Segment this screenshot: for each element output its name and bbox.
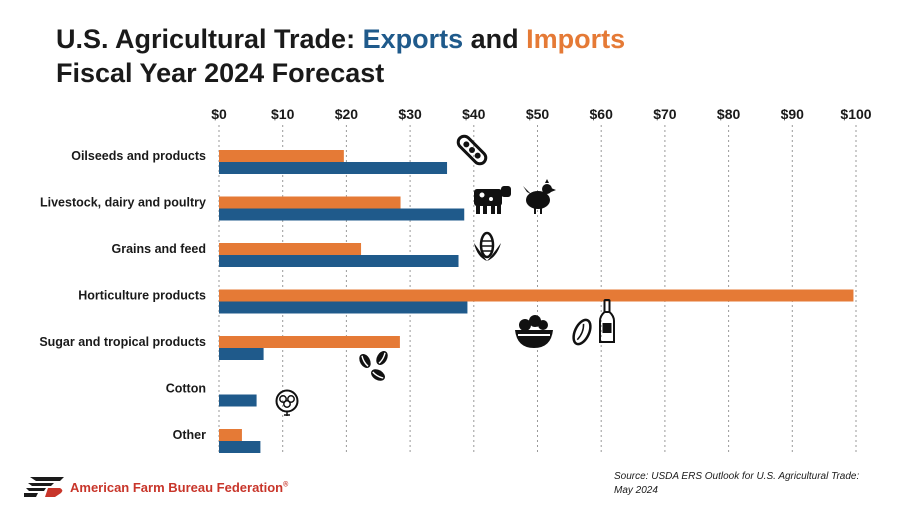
title-exports-word: Exports: [362, 24, 464, 54]
imports-bar: [219, 196, 401, 209]
category-label: Cotton: [166, 382, 206, 396]
chart-subtitle: Fiscal Year 2024 Forecast: [56, 58, 385, 88]
source-line-1: Source: USDA ERS Outlook for U.S. Agricu…: [614, 471, 860, 482]
org-logo: American Farm Bureau Federation®: [24, 477, 288, 497]
corn-icon: [474, 231, 501, 261]
category-label: Oilseeds and products: [71, 149, 206, 163]
x-tick-label: $80: [717, 106, 741, 122]
x-tick-label: $90: [781, 106, 805, 122]
category-label: Sugar and tropical products: [39, 335, 206, 349]
coffee-beans-icon: [359, 351, 388, 381]
org-name: American Farm Bureau Federation®: [70, 480, 288, 495]
bars: [219, 150, 854, 453]
x-tick-label: $40: [462, 106, 486, 122]
x-tick-label: $0: [211, 106, 227, 122]
x-tick-label: $30: [398, 106, 422, 122]
x-tick-label: $100: [840, 106, 871, 122]
exports-bar: [219, 208, 465, 221]
category-labels: Oilseeds and products Livestock, dairy an…: [39, 149, 206, 442]
almond-icon: [572, 318, 592, 346]
exports-bar: [219, 394, 257, 407]
org-name-text: American Farm Bureau Federation: [70, 479, 284, 495]
chicken-icon: [523, 179, 556, 214]
chart-title-block: U.S. Agricultural Trade: Exports and Imp…: [56, 22, 625, 90]
fruit-bowl-icon: [515, 315, 553, 348]
category-label: Livestock, dairy and poultry: [40, 196, 206, 210]
source-note: Source: USDA ERS Outlook for U.S. Agricu…: [614, 470, 884, 498]
imports-bar: [219, 336, 400, 348]
exports-bar: [219, 162, 448, 174]
x-tick-label: $70: [653, 106, 677, 122]
registered-mark: ®: [283, 481, 289, 489]
imports-bar: [219, 429, 242, 441]
cow-icon: [474, 186, 511, 214]
imports-bar: [219, 243, 362, 255]
x-tick-label: $20: [335, 106, 359, 122]
wine-bottle-icon: [599, 299, 615, 343]
category-label: Grains and feed: [112, 242, 206, 256]
exports-bar: [219, 255, 459, 267]
x-axis-ticks: $0 $10 $20 $30 $40 $50 $60 $70 $80 $90 $100: [211, 106, 872, 122]
title-prefix: U.S. Agricultural Trade:: [56, 24, 363, 54]
category-label: Other: [173, 428, 206, 442]
imports-bar: [219, 150, 344, 162]
x-tick-label: $10: [271, 106, 295, 122]
imports-bar: [219, 289, 854, 302]
farm-bureau-logo-icon: [24, 477, 64, 497]
x-tick-label: $50: [526, 106, 550, 122]
exports-bar: [219, 301, 468, 314]
title-imports-word: Imports: [526, 24, 626, 54]
cotton-boll-icon: [275, 389, 299, 416]
exports-bar: [219, 348, 264, 360]
category-label: Horticulture products: [78, 289, 206, 303]
x-tick-label: $60: [590, 106, 614, 122]
exports-bar: [219, 441, 261, 453]
soybean-icon: [456, 134, 488, 166]
title-and-word: and: [463, 24, 527, 54]
source-line-2: May 2024: [614, 485, 658, 496]
chart-title: U.S. Agricultural Trade: Exports and Imp…: [56, 22, 625, 56]
